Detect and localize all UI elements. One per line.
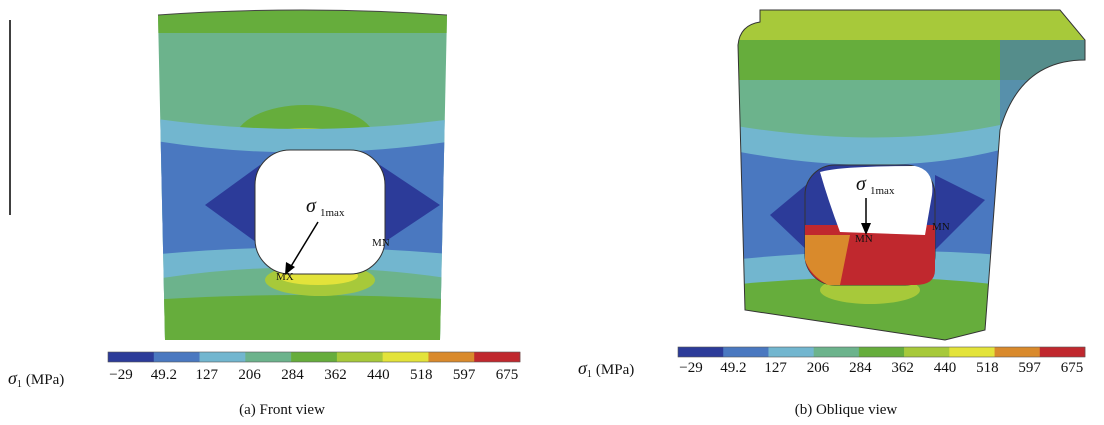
colorbar-tick: 206 [238, 367, 261, 383]
colorbar-swatch [428, 352, 474, 362]
colorbar-tick: 284 [281, 367, 304, 383]
colorbar-label: σ1(MPa) [8, 368, 64, 390]
annotation-subscript: 1max [320, 207, 345, 219]
annotation-symbol: σ [856, 173, 867, 195]
colorbar-swatch [723, 347, 769, 357]
annotation-min: MN [372, 237, 390, 249]
colorbar-label: σ1(MPa) [578, 358, 634, 380]
colorbar-tick: 127 [196, 367, 219, 383]
colorbar-swatch [1040, 347, 1086, 357]
annotation-min: MN [932, 221, 950, 233]
colorbar-tick: 284 [849, 360, 872, 376]
colorbar-tick: 362 [891, 360, 914, 376]
annotation-symbol: σ [306, 195, 317, 217]
colorbar-tick: 127 [764, 360, 787, 376]
colorbar-swatch [678, 347, 724, 357]
colorbar-tick: 675 [496, 367, 519, 383]
colorbar-swatch [768, 347, 814, 357]
colorbar-tick: 49.2 [151, 367, 177, 383]
caption: (a) Front view [239, 402, 325, 418]
colorbar-tick: 440 [934, 360, 957, 376]
figure: σ 1max MN MX σ 1max MN MN σ1(MPa) σ1(MPa… [0, 0, 1104, 425]
colorbar-swatch [949, 347, 995, 357]
colorbar-swatch [108, 352, 154, 362]
colorbar-tick: 597 [453, 367, 476, 383]
colorbar-tick: −29 [109, 367, 132, 383]
colorbar-swatch [337, 352, 383, 362]
colorbar-swatch [383, 352, 429, 362]
colorbar-swatch [291, 352, 337, 362]
caption: (b) Oblique view [795, 402, 898, 418]
colorbar-swatch [814, 347, 860, 357]
colorbar-swatch [200, 352, 246, 362]
subscript: 1 [17, 379, 22, 390]
colorbar-tick: 675 [1061, 360, 1084, 376]
colorbar-tick: 597 [1018, 360, 1041, 376]
unit: (MPa) [596, 362, 634, 378]
colorbar-swatch [859, 347, 905, 357]
colorbar-swatch [474, 352, 520, 362]
colorbar-swatch [995, 347, 1041, 357]
colorbar-tick: 49.2 [720, 360, 746, 376]
annotation-max: MN [855, 233, 873, 245]
contour-front [150, 5, 460, 345]
colorbar-tick: 362 [324, 367, 347, 383]
colorbar-swatch [245, 352, 291, 362]
colorbar-swatch [154, 352, 200, 362]
colorbar-tick: 440 [367, 367, 390, 383]
annotation-subscript: 1max [870, 185, 895, 197]
unit: (MPa) [26, 372, 64, 388]
colorbar-tick: −29 [679, 360, 702, 376]
subscript: 1 [587, 369, 592, 380]
contour-oblique [730, 0, 1100, 345]
annotation-max: MX [276, 271, 294, 283]
colorbar-tick: 206 [807, 360, 830, 376]
colorbar-tick: 518 [410, 367, 433, 383]
colorbar-tick: 518 [976, 360, 999, 376]
colorbar-swatch [904, 347, 950, 357]
